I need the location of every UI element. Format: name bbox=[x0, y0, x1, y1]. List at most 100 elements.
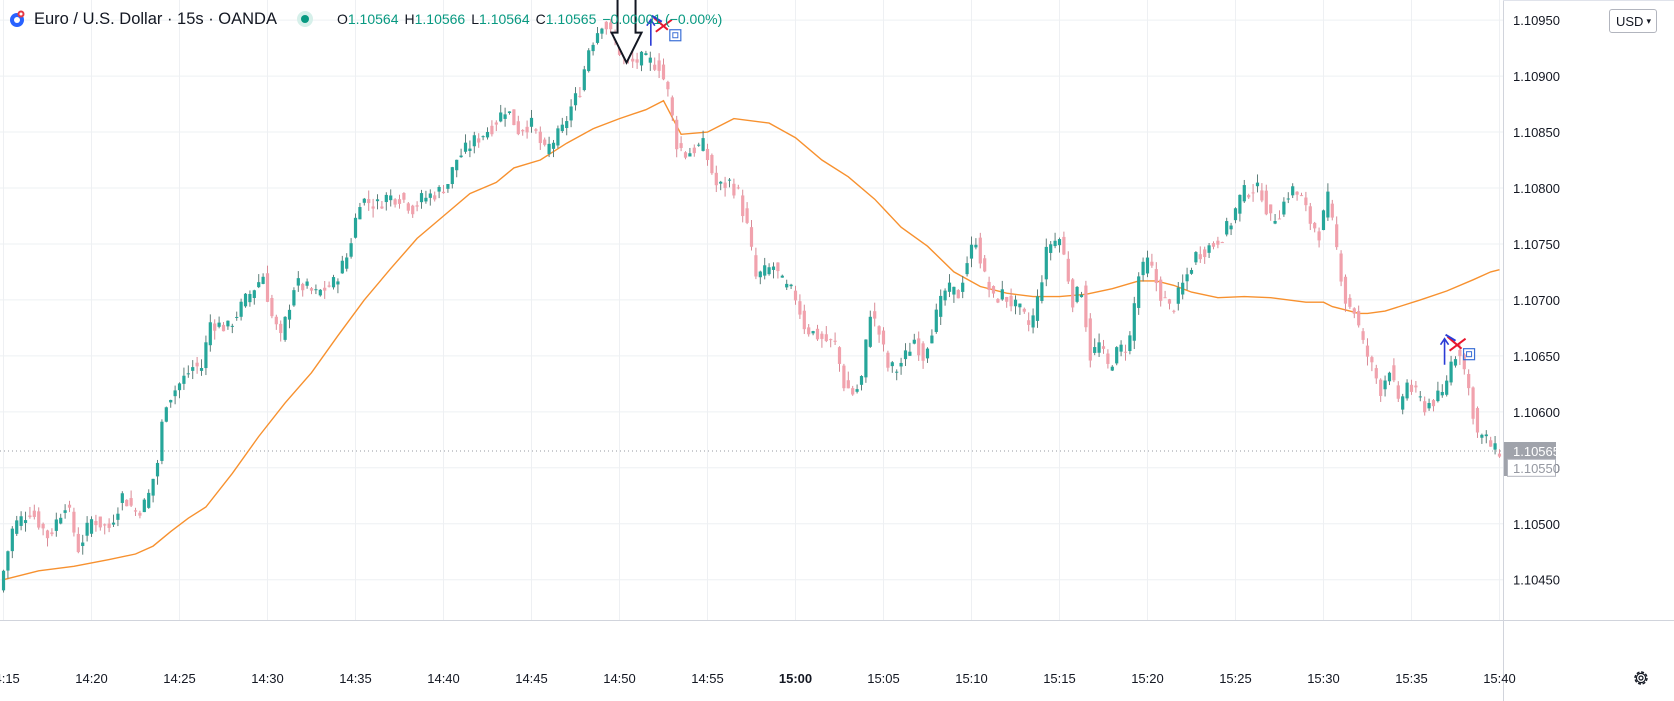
candle-body bbox=[19, 516, 23, 526]
candle bbox=[1079, 291, 1084, 298]
candle-body bbox=[1264, 190, 1268, 215]
candle-body bbox=[538, 131, 542, 144]
candle-body bbox=[697, 144, 701, 146]
candle bbox=[521, 129, 525, 136]
time-tick-label: 15:15 bbox=[1043, 671, 1076, 686]
candle-body bbox=[164, 407, 168, 422]
candle-body bbox=[736, 187, 740, 189]
candle-body bbox=[1154, 269, 1158, 284]
candles-layer bbox=[1, 18, 1502, 593]
candle bbox=[1097, 333, 1101, 357]
candle-body bbox=[714, 172, 718, 186]
time-tick-label: 15:35 bbox=[1395, 671, 1428, 686]
candle bbox=[1387, 371, 1392, 386]
entry-line-icon bbox=[1445, 333, 1457, 342]
candle-body bbox=[129, 498, 133, 506]
candle-body bbox=[1163, 297, 1167, 299]
candle bbox=[578, 87, 582, 98]
candle-body bbox=[199, 368, 204, 371]
candle bbox=[1313, 221, 1317, 233]
candle-body bbox=[547, 143, 551, 155]
candle bbox=[1053, 232, 1057, 249]
candle-body bbox=[155, 462, 160, 477]
candle-body bbox=[384, 194, 388, 203]
candle-body bbox=[160, 421, 164, 461]
time-tick-label: 14:25 bbox=[163, 671, 196, 686]
trade-marker-group bbox=[646, 14, 682, 46]
candle bbox=[1427, 398, 1431, 411]
candle bbox=[829, 338, 833, 348]
candle bbox=[116, 507, 120, 527]
candle bbox=[560, 117, 564, 133]
candle bbox=[749, 219, 754, 251]
candle-body bbox=[1093, 347, 1097, 353]
candle bbox=[688, 147, 692, 157]
candle bbox=[974, 238, 978, 250]
candle bbox=[1365, 338, 1370, 366]
candle bbox=[855, 384, 859, 394]
price-tick-label: 1.10700 bbox=[1513, 293, 1560, 308]
symbol-title[interactable]: Euro / U.S. Dollar · 15s · OANDA bbox=[34, 9, 277, 28]
candle-body bbox=[477, 138, 481, 143]
candle bbox=[873, 302, 877, 327]
candle-body bbox=[1176, 287, 1180, 304]
candle-body bbox=[956, 290, 960, 299]
candle bbox=[1145, 250, 1150, 278]
candle bbox=[657, 53, 661, 79]
price-tick-label: 1.10950 bbox=[1513, 13, 1560, 28]
candle bbox=[1044, 238, 1048, 287]
candle-body bbox=[331, 277, 336, 288]
candle-body bbox=[859, 376, 864, 385]
candle-body bbox=[1150, 261, 1154, 266]
price-axis[interactable]: 1.10450 1.10500 1.10550 1.10600 1.10650 1.107… bbox=[1504, 13, 1560, 588]
candle bbox=[1110, 365, 1114, 372]
candle-body bbox=[1357, 311, 1361, 326]
candle bbox=[371, 198, 375, 218]
candle-body bbox=[996, 299, 1000, 303]
candle bbox=[1176, 282, 1180, 311]
candle bbox=[1084, 280, 1088, 332]
candle-body bbox=[534, 129, 538, 131]
candle bbox=[1216, 236, 1220, 249]
candle-body bbox=[120, 493, 124, 503]
candle bbox=[1299, 192, 1304, 197]
price-tick-label: 1.10850 bbox=[1513, 125, 1560, 140]
candle-body bbox=[771, 266, 776, 270]
time-tick-label: 14:40 bbox=[427, 671, 460, 686]
candle-body bbox=[1339, 253, 1343, 282]
candle-body bbox=[798, 301, 802, 315]
candle bbox=[890, 360, 894, 373]
candle-body bbox=[173, 390, 177, 397]
candle-body bbox=[226, 320, 230, 327]
candle-body bbox=[551, 142, 556, 149]
candle bbox=[1321, 209, 1326, 231]
candle bbox=[67, 500, 72, 513]
candle bbox=[292, 287, 296, 307]
candle-body bbox=[1480, 434, 1484, 438]
candle bbox=[204, 335, 208, 376]
candle bbox=[952, 286, 956, 303]
time-axis[interactable]: 14:15 14:20 14:25 14:30 14:35 14:40 14:45 14:50… bbox=[0, 671, 1516, 686]
candle bbox=[692, 144, 696, 157]
chart-settings-button[interactable] bbox=[1631, 668, 1651, 688]
candle-body bbox=[309, 288, 314, 291]
candle bbox=[1343, 274, 1348, 312]
candle-body bbox=[719, 181, 723, 184]
market-status-indicator[interactable] bbox=[295, 9, 315, 29]
candle-body bbox=[1409, 384, 1414, 392]
candle bbox=[811, 330, 815, 336]
candle bbox=[705, 143, 710, 166]
currency-selector-button[interactable]: USD ▾ bbox=[1609, 9, 1657, 33]
candle bbox=[450, 166, 454, 189]
candle bbox=[547, 136, 551, 158]
candle-body bbox=[741, 195, 745, 217]
candle bbox=[697, 142, 701, 147]
candle bbox=[455, 159, 459, 178]
candle-body bbox=[529, 117, 534, 127]
candle-body bbox=[1343, 276, 1348, 304]
candle bbox=[807, 324, 811, 337]
candle-body bbox=[367, 199, 371, 204]
candle bbox=[19, 511, 23, 531]
candle-body bbox=[1167, 299, 1172, 304]
